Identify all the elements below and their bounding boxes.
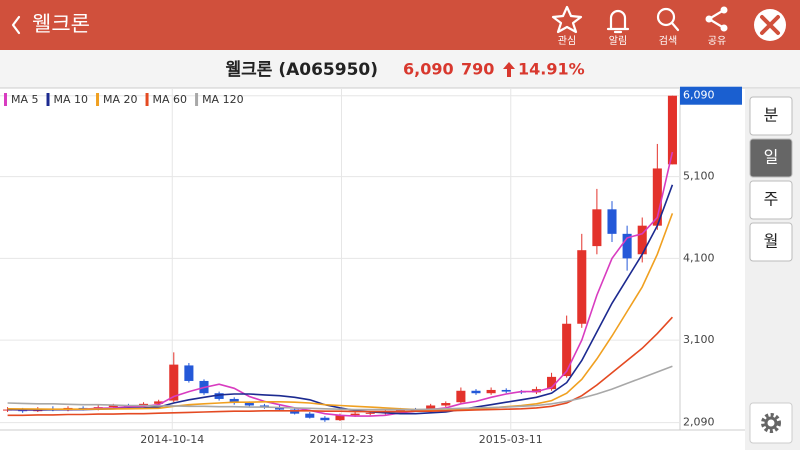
candle-body	[244, 403, 254, 406]
top-bar	[0, 0, 800, 50]
stock-name: 웰크론 (A065950)	[225, 60, 378, 80]
candle-body	[169, 364, 179, 401]
candle-body	[108, 405, 118, 408]
ma-line	[7, 151, 674, 417]
action-label[interactable]: 관심	[558, 35, 576, 47]
chart-area	[0, 89, 745, 450]
candle-body	[259, 405, 269, 408]
x-tick-label: 2014-10-14	[140, 433, 204, 446]
search-icon[interactable]	[656, 7, 676, 27]
candle-body	[637, 225, 647, 255]
candle-body	[577, 250, 587, 324]
share-icon[interactable]	[705, 6, 728, 32]
ma-line	[7, 316, 673, 417]
candle-body	[622, 233, 632, 259]
x-tick-label: 2014-12-23	[310, 433, 374, 446]
y-tick-label: 3,100	[683, 333, 715, 346]
candle-body	[547, 376, 557, 390]
stock-price: 6,090	[403, 60, 454, 79]
period-button-bg	[749, 222, 793, 262]
candle-body	[652, 168, 662, 226]
candle-body	[229, 398, 239, 404]
candle-body	[592, 209, 602, 247]
y-tick-label: 4,100	[683, 251, 715, 264]
action-label[interactable]: 검색	[659, 35, 677, 47]
legend-label: MA 120	[202, 93, 244, 106]
ma-line	[7, 213, 674, 412]
y-tick-label: 6,090	[683, 89, 715, 102]
candle-body	[184, 365, 194, 381]
candle-body	[154, 401, 164, 404]
close-button[interactable]	[754, 9, 786, 41]
back-button[interactable]	[11, 15, 21, 35]
action-label[interactable]: 알림	[609, 35, 627, 47]
candle-body	[471, 390, 481, 394]
bell-icon[interactable]	[606, 9, 630, 34]
candle-body	[562, 323, 572, 377]
period-button[interactable]: 주	[749, 180, 793, 220]
candle-body	[3, 409, 13, 411]
legend-label: MA 5	[11, 93, 39, 106]
legend-label: MA 10	[54, 93, 89, 106]
legend-label: MA 60	[153, 93, 188, 106]
action-icons: 관심 알림 검색 공유	[551, 5, 728, 47]
legend-swatch	[96, 93, 100, 106]
candle-body	[486, 389, 496, 394]
period-label: 일	[764, 148, 779, 167]
legend-swatch	[195, 93, 199, 106]
candle-body	[426, 405, 436, 411]
star-icon[interactable]	[551, 5, 583, 34]
screen-title: 웰크론	[32, 12, 90, 36]
candle-body	[320, 417, 330, 421]
candle-body	[667, 95, 677, 165]
candle-body	[275, 407, 285, 410]
candle-body	[365, 412, 375, 414]
x-tick-label: 2015-03-11	[479, 433, 543, 446]
candle-body	[214, 393, 224, 399]
candle-body	[607, 209, 617, 234]
period-button-bg	[749, 180, 793, 220]
period-button[interactable]: 일	[749, 138, 793, 178]
candle-body	[456, 390, 466, 403]
search-handle	[670, 21, 680, 32]
last-price-box	[680, 86, 742, 105]
candle-body	[350, 413, 360, 416]
candle-body	[335, 415, 345, 421]
period-button-bg	[749, 96, 793, 136]
period-button-bg	[749, 138, 793, 178]
action-label[interactable]: 공유	[708, 35, 726, 47]
settings-button[interactable]	[749, 402, 793, 444]
legend-swatch	[4, 93, 7, 106]
stock-rate: 14.91%	[518, 60, 585, 79]
period-button[interactable]: 분	[749, 96, 793, 136]
candle-body	[501, 389, 511, 392]
candle-body	[290, 409, 300, 414]
period-label: 월	[764, 232, 779, 251]
up-arrow	[503, 62, 515, 77]
candle-chart: 2,090 3,100 4,100 5,100 6,090 2014-10-14 2014-…	[0, 86, 742, 446]
period-button[interactable]: 월	[749, 222, 793, 262]
period-label: 분	[764, 106, 779, 125]
legend-swatch	[46, 93, 50, 106]
period-label: 주	[764, 190, 779, 209]
candle-body	[441, 403, 451, 406]
ma-line	[7, 365, 673, 411]
stock-change: 790	[461, 60, 494, 79]
legend-swatch	[145, 93, 149, 106]
y-tick-label: 2,090	[683, 416, 715, 429]
y-tick-label: 5,100	[683, 170, 715, 183]
quote-bar	[0, 50, 800, 88]
legend-label: MA 20	[103, 93, 138, 106]
candle-body	[305, 413, 315, 418]
